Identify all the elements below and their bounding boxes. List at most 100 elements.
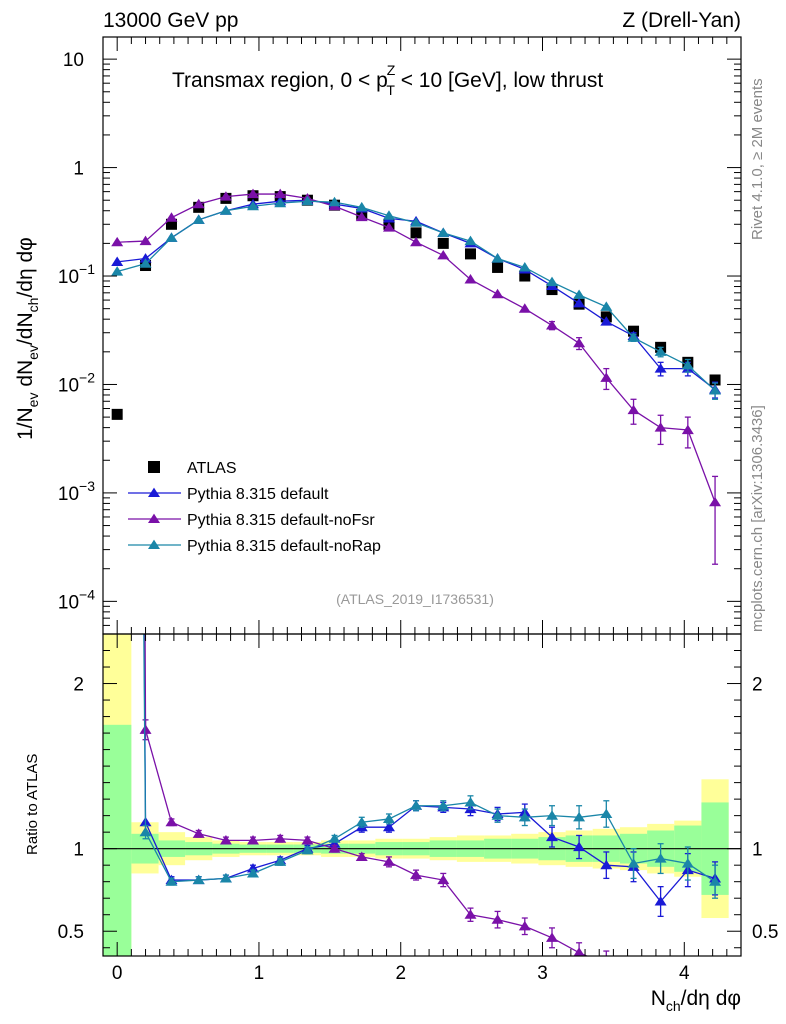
ratio-point-noRap [491,810,504,820]
x-tick-label: 1 [254,963,265,984]
ratio-point-noFsr [410,869,423,880]
atlas-data-point [437,237,449,249]
ratio-point-noRap [437,800,450,810]
data-point-noFsr [219,191,232,201]
data-point-default [111,256,124,266]
legend-label-noRap: Pythia 8.315 default-noRap [187,538,381,555]
ratio-point-noFsr [274,833,287,843]
ratio-y-tick-label-right: 1 [752,840,763,861]
data-point-noFsr [437,249,450,260]
ratio-point-noRap [382,813,395,823]
ratio-point-noFsr [437,874,450,885]
ratio-point-noRap [573,811,586,822]
ratio-point-noRap [219,872,232,883]
ratio-point-noFsr [382,856,395,866]
ratio-point-noRap [274,856,287,866]
atlas-data-point [111,408,123,420]
ratio-point-noFsr [165,816,178,827]
mcplots-label: mcplots.cern.ch [arXiv:1306.3436] [749,405,766,632]
data-point-noRap [301,195,314,206]
ratio-point-noRap [546,810,559,820]
ratio-point-noRap [600,808,613,819]
data-point-noFsr [627,404,640,415]
ratio-point-noRap [681,858,694,868]
y-tick-label: 10−4 [58,586,95,613]
data-point-noRap [437,227,450,237]
legend-label-noFsr: Pythia 8.315 default-noFsr [187,512,375,529]
data-point-noRap [600,301,613,311]
ratio-point-noFsr [192,828,205,838]
data-point-noRap [355,201,368,212]
x-tick-label: 3 [537,963,548,984]
legend: ATLAS Pythia 8.315 default Pythia 8.315 de… [128,460,381,555]
ratio-point-noFsr [546,932,559,942]
ratio-point-noFsr [628,975,640,984]
atlas-data-point [165,218,177,230]
data-point-noFsr [518,303,531,313]
data-point-noRap [165,232,178,242]
data-point-noRap [627,332,640,342]
ratio-point-noFsr [328,843,341,853]
ratio-point-default [654,896,667,906]
ratio-point-noFsr [247,835,260,845]
band-inner-bin [103,724,132,956]
data-point-noRap [382,210,395,220]
chart-title-subscript: T [386,82,395,98]
y-axis-label-ratio: Ratio to ATLAS [24,754,41,855]
data-point-noFsr [681,424,694,435]
atlas-data-point [709,374,721,386]
data-point-noFsr [382,222,395,232]
ratio-point-noFsr [600,959,612,968]
data-point-noFsr [600,372,613,382]
data-point-noRap [573,289,586,299]
data-point-noRap [139,258,152,268]
data-point-noRap [681,359,694,370]
ratio-point-noRap [518,811,531,822]
data-point-noRap [464,235,477,246]
data-point-noFsr [274,188,287,199]
data-point-noFsr [410,236,423,247]
data-point-default [654,363,667,373]
ratio-point-noRap [301,844,314,855]
legend-marker-atlas [148,461,160,473]
data-point-noRap [410,217,423,227]
x-tick-label: 0 [112,963,123,984]
main-plot-data [111,188,722,565]
data-point-noRap [709,385,722,395]
ratio-point-noRap [139,826,152,837]
data-point-noRap [219,205,232,215]
data-point-noFsr [111,236,124,247]
data-point-default [573,297,586,308]
legend-label-atlas: ATLAS [187,460,237,477]
data-point-noRap [491,253,504,263]
ratio-plot-frame [102,633,742,957]
ratio-point-noFsr [491,914,504,924]
ratio-point-noRap [192,874,205,885]
data-point-noRap [518,262,531,272]
ratio-y-tick-label-right: 2 [752,675,763,696]
energy-label: 13000 GeV pp [103,9,238,32]
rivet-label: Rivet 4.1.0, ≥ 2M events [749,78,766,240]
ratio-line-default [143,634,716,903]
y-tick-label: 10 [63,50,84,71]
process-label: Z (Drell-Yan) [622,9,741,32]
ratio-point-default [573,841,586,852]
chart-title-superscript: Z [387,62,396,78]
data-point-noFsr [139,235,152,246]
ratio-point-noFsr [139,724,152,734]
ratio-point-noFsr [355,851,368,861]
x-tick-label: 4 [679,963,690,984]
data-point-noFsr [546,320,559,330]
x-axis-label: Nch/dη dφ [651,987,741,1014]
data-point-noFsr [573,337,586,348]
ratio-point-noRap [627,858,640,868]
data-point-noFsr [247,188,260,199]
ratio-point-noRap [165,876,178,886]
data-point-noRap [111,266,124,276]
legend-label-default: Pythia 8.315 default [187,486,329,503]
atlas-data-point [464,248,476,260]
axis-ticks: 0 1 2 3 4 10 1 10−1 10−2 10−3 10−4 0.5 0.5 1 1 2 2 [58,37,778,984]
data-point-noFsr [491,288,504,299]
data-point-default [600,316,613,326]
